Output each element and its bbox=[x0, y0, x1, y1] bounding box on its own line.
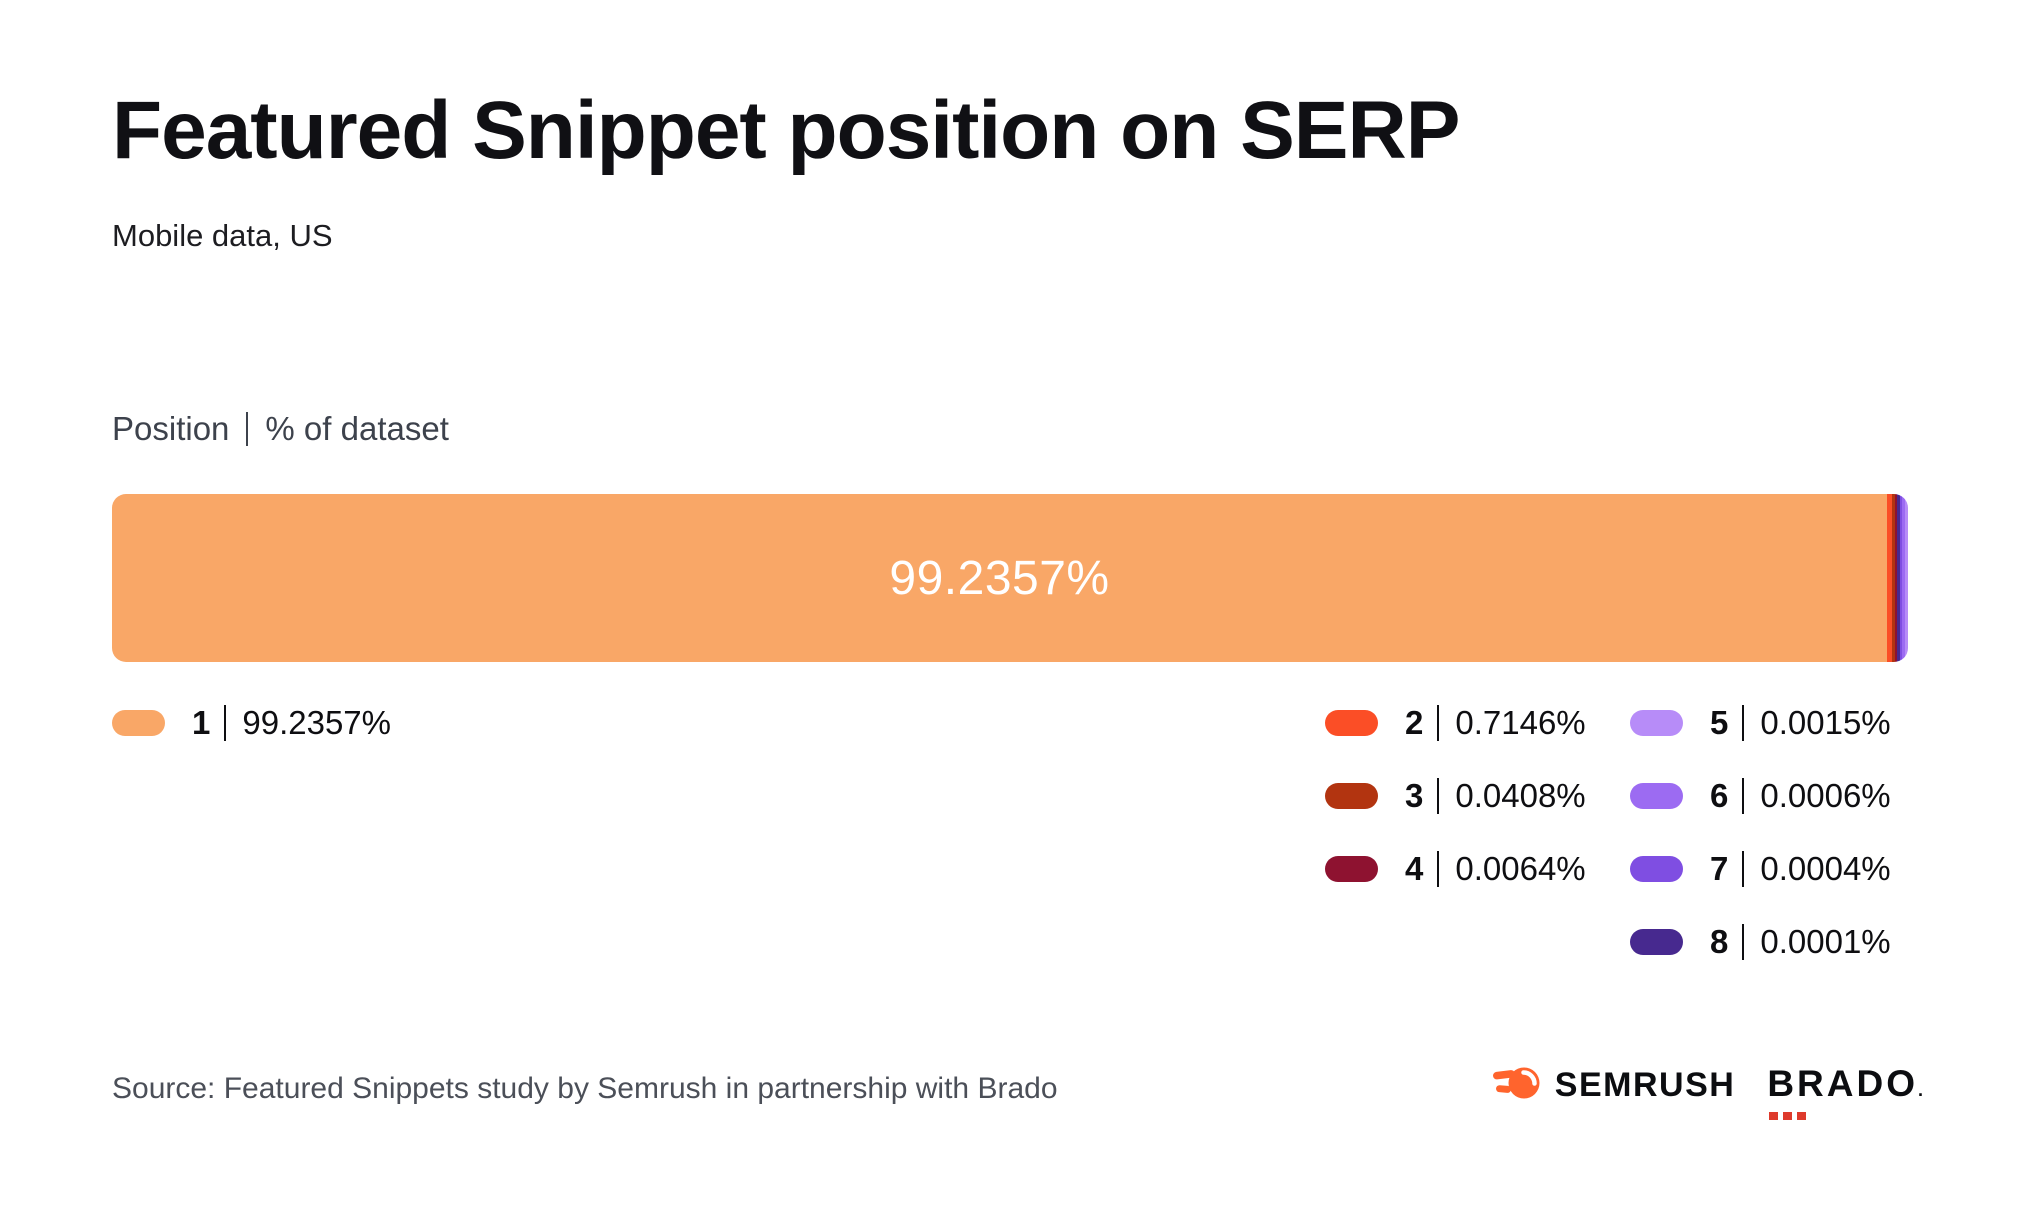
chart-subtitle: Mobile data, US bbox=[112, 218, 333, 253]
legend-divider bbox=[1742, 850, 1745, 887]
legend-item-6: 6 0.0006% bbox=[1630, 776, 1891, 814]
legend-swatch-6 bbox=[1630, 782, 1683, 809]
legend-swatch-8 bbox=[1630, 928, 1683, 955]
legend-divider bbox=[1742, 704, 1745, 741]
legend-percentage-value: 0.0001% bbox=[1760, 922, 1891, 960]
legend-item-2: 2 0.7146% bbox=[1325, 703, 1586, 741]
legend-item-4: 4 0.0064% bbox=[1325, 849, 1586, 887]
legend-percentage-value: 0.0408% bbox=[1455, 776, 1586, 814]
legend-divider bbox=[1742, 923, 1745, 960]
legend-divider bbox=[1437, 850, 1440, 887]
axis-label-position: Position bbox=[112, 410, 230, 447]
footer-logos: SEMRUSH BRADO. bbox=[1492, 1054, 1923, 1120]
legend-position-number: 5 bbox=[1710, 703, 1729, 741]
brado-red-dashes-icon bbox=[1769, 1112, 1807, 1120]
legend-position-number: 2 bbox=[1405, 703, 1424, 741]
semrush-logo: SEMRUSH bbox=[1492, 1057, 1736, 1114]
legend-position-number: 4 bbox=[1405, 849, 1424, 887]
page-title: Featured Snippet position on SERP bbox=[112, 85, 1460, 176]
brado-period: . bbox=[1917, 1080, 1923, 1100]
legend-divider bbox=[1437, 704, 1440, 741]
legend-column-right: 5 0.0015% 6 0.0006% 7 0.0004% 8 0.0001% bbox=[1630, 703, 1891, 998]
brado-logo: BRADO. bbox=[1767, 1063, 1923, 1120]
axis-header-divider bbox=[246, 412, 249, 446]
brado-wordmark: BRADO bbox=[1767, 1063, 1918, 1104]
bar-segment-4 bbox=[1894, 494, 1897, 662]
source-attribution: Source: Featured Snippets study by Semru… bbox=[112, 1072, 1058, 1105]
chart-axis-header: Position % of dataset bbox=[112, 410, 449, 448]
legend-swatch-3 bbox=[1325, 782, 1378, 809]
legend-item-1: 1 99.2357% bbox=[112, 703, 391, 741]
legend-item-3: 3 0.0408% bbox=[1325, 776, 1586, 814]
legend-swatch-5 bbox=[1630, 709, 1683, 736]
legend-item-5: 5 0.0015% bbox=[1630, 703, 1891, 741]
bar-segment-1: 99.2357% bbox=[112, 494, 1887, 662]
legend-position-number: 3 bbox=[1405, 776, 1424, 814]
legend-percentage-value: 0.0015% bbox=[1760, 703, 1891, 741]
legend-percentage-value: 0.0004% bbox=[1760, 849, 1891, 887]
legend-item-8: 8 0.0001% bbox=[1630, 922, 1891, 960]
legend-column-middle: 2 0.7146% 3 0.0408% 4 0.0064% bbox=[1325, 703, 1586, 925]
semrush-flame-icon bbox=[1492, 1057, 1545, 1114]
legend-item-7: 7 0.0004% bbox=[1630, 849, 1891, 887]
bar-segment-2 bbox=[1887, 494, 1892, 662]
legend-column-left: 1 99.2357% bbox=[112, 703, 391, 779]
legend-percentage-value: 0.0064% bbox=[1455, 849, 1586, 887]
legend-divider bbox=[224, 704, 227, 741]
legend-position-number: 1 bbox=[192, 703, 211, 741]
bar-segment-7 bbox=[1899, 494, 1902, 662]
legend-swatch-7 bbox=[1630, 855, 1683, 882]
legend-position-number: 7 bbox=[1710, 849, 1729, 887]
legend-swatch-2 bbox=[1325, 709, 1378, 736]
stacked-bar: 99.2357% bbox=[112, 494, 1908, 662]
bar-segment-6 bbox=[1902, 494, 1905, 662]
legend-divider bbox=[1742, 777, 1745, 814]
legend-swatch-4 bbox=[1325, 855, 1378, 882]
axis-label-dataset: % of dataset bbox=[265, 410, 449, 447]
legend-position-number: 8 bbox=[1710, 922, 1729, 960]
legend-percentage-value: 0.0006% bbox=[1760, 776, 1891, 814]
legend-percentage-value: 99.2357% bbox=[242, 703, 391, 741]
semrush-wordmark: SEMRUSH bbox=[1554, 1065, 1736, 1104]
bar-segment-5 bbox=[1904, 494, 1908, 662]
legend-position-number: 6 bbox=[1710, 776, 1729, 814]
bar-segment-8 bbox=[1897, 494, 1900, 662]
legend-divider bbox=[1437, 777, 1440, 814]
bar-value-label: 99.2357% bbox=[889, 551, 1110, 605]
legend-percentage-value: 0.7146% bbox=[1455, 703, 1586, 741]
bar-segment-3 bbox=[1892, 494, 1895, 662]
legend-swatch-1 bbox=[112, 709, 165, 736]
